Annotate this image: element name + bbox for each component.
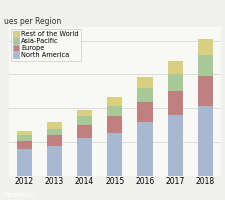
Bar (198, 76, 213, 106)
Bar (198, 39, 213, 55)
Bar (17, 135, 32, 141)
Legend: Rest of the World, Asia-Pacific, Europe, North America: Rest of the World, Asia-Pacific, Europe,… (11, 29, 81, 61)
Bar (168, 61, 183, 74)
Bar (107, 116, 122, 133)
Bar (137, 88, 153, 102)
Bar (137, 102, 153, 122)
Bar (17, 131, 32, 135)
Bar (47, 122, 62, 129)
Bar (168, 115, 183, 176)
Bar (47, 146, 62, 176)
Bar (137, 77, 153, 88)
Bar (47, 129, 62, 135)
Bar (168, 74, 183, 91)
Bar (17, 149, 32, 176)
Bar (77, 138, 92, 176)
Bar (168, 91, 183, 115)
Bar (77, 125, 92, 138)
Bar (107, 97, 122, 106)
Text: ues per Region: ues per Region (4, 17, 62, 26)
Bar (137, 122, 153, 176)
Bar (107, 106, 122, 116)
Bar (198, 55, 213, 76)
Bar (77, 110, 92, 116)
Bar (47, 135, 62, 146)
Bar (77, 116, 92, 125)
Bar (107, 133, 122, 176)
Bar (17, 141, 32, 149)
Text: Research: Research (4, 192, 35, 198)
Bar (198, 106, 213, 176)
